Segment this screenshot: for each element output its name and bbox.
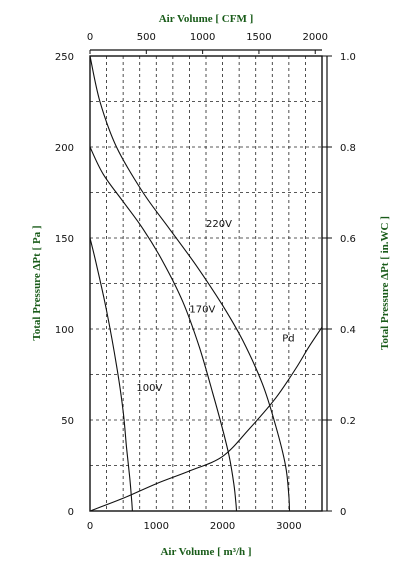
curve-label-100v: 100V: [136, 383, 162, 394]
grid-lines: [90, 56, 322, 511]
top-axis-title: Air Volume [ CFM ]: [159, 13, 254, 25]
plot-frame: [89, 55, 323, 512]
y-tick-label: 200: [55, 143, 74, 154]
y-tick-label: 150: [55, 234, 74, 245]
curve-label-170v: 170V: [189, 305, 215, 316]
y2-tick-label: 1.0: [340, 52, 356, 63]
curve-220v: [89, 55, 291, 512]
x-axis-title: Air Volume [ m³/h ]: [160, 546, 251, 558]
y-tick-label: 100: [55, 325, 74, 336]
y2-axis-title: Total Pressure ΔPt [ in.WC ]: [379, 216, 391, 350]
curve-labels: 220V 170V 100V Pd: [136, 219, 294, 394]
curve-pd: [89, 326, 323, 512]
top-tick-label: 2000: [303, 32, 328, 43]
x-tick-label: 0: [87, 521, 93, 532]
top-tick-label: 1500: [246, 32, 271, 43]
top-tick-label: 500: [137, 32, 156, 43]
curve-100v: [89, 237, 133, 512]
curve-label-220v: 220V: [206, 219, 232, 230]
y2-tick-label: 0.6: [340, 234, 356, 245]
y-axis-title: Total Pressure ΔPt [ Pa ]: [31, 225, 43, 340]
x-tick-label: 2000: [210, 521, 235, 532]
curve-170v: [89, 146, 238, 512]
curves: [89, 55, 323, 512]
y2-tick-label: 0: [340, 507, 346, 518]
y2-tick-label: 0.8: [340, 143, 356, 154]
y-tick-label: 250: [55, 52, 74, 63]
x-tick-label: 3000: [276, 521, 301, 532]
y2-tick-label: 0.2: [340, 416, 356, 427]
y2-tick-label: 0.4: [340, 325, 356, 336]
y-tick-label: 50: [61, 416, 74, 427]
curve-label-pd: Pd: [282, 334, 294, 345]
top-tick-label: 0: [87, 32, 93, 43]
y-tick-label: 0: [68, 507, 74, 518]
x-tick-label: 1000: [144, 521, 169, 532]
top-tick-label: 1000: [190, 32, 215, 43]
